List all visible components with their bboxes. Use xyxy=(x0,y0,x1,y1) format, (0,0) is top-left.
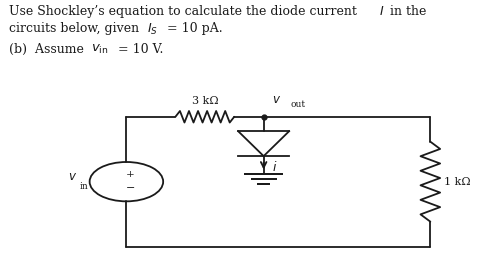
Text: −: − xyxy=(126,183,135,193)
Text: circuits below, given: circuits below, given xyxy=(9,22,143,35)
Text: +: + xyxy=(126,170,135,179)
Text: $v$: $v$ xyxy=(273,93,282,106)
Text: $v$: $v$ xyxy=(68,170,77,183)
Text: (b)  Assume: (b) Assume xyxy=(9,43,88,56)
Text: = 10 V.: = 10 V. xyxy=(114,43,164,56)
Text: $v_{\mathrm{in}}$: $v_{\mathrm{in}}$ xyxy=(91,43,108,56)
Text: in the: in the xyxy=(386,5,426,18)
Text: $i$: $i$ xyxy=(273,160,278,174)
Text: 3 kΩ: 3 kΩ xyxy=(191,96,218,106)
Text: 1 kΩ: 1 kΩ xyxy=(444,177,471,187)
Text: Use Shockley’s equation to calculate the diode current: Use Shockley’s equation to calculate the… xyxy=(9,5,360,18)
Text: $I$: $I$ xyxy=(379,5,384,18)
Text: in: in xyxy=(79,182,88,191)
Text: out: out xyxy=(290,100,306,109)
Text: = 10 pA.: = 10 pA. xyxy=(163,22,223,35)
Text: $I_S$: $I_S$ xyxy=(147,22,158,37)
